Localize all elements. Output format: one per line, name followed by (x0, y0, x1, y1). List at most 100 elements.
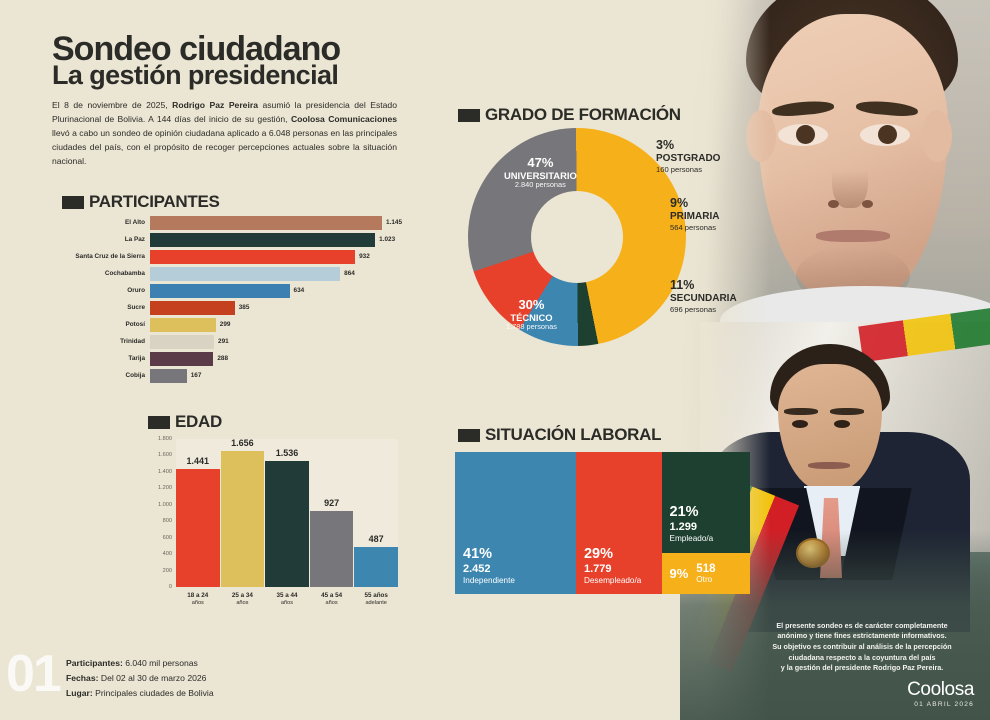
disclaimer-line-1: El presente sondeo es de carácter comple… (776, 620, 948, 630)
edad-y-tick: 1.200 (158, 485, 172, 492)
page-title-line2: La gestión presidencial (52, 60, 339, 90)
participantes-bar-value: 299 (219, 321, 231, 328)
participantes-bar-label: Sucre (127, 304, 145, 311)
donut-outer-label: 11% SECUNDARIA 696 personas (670, 278, 737, 314)
edad-bar-chart: 0 200 400 600 800 1.000 1.200 1.400 1.600 1.800 1… (148, 435, 403, 620)
grado-donut-chart: 47% UNIVERSITARIO 2.840 personas 30% TÉCNICO… (468, 128, 737, 358)
section-title-participantes: PARTICIPANTES (89, 192, 220, 211)
donut-percent: 30% (518, 297, 545, 312)
footer-row-value: 6.040 mil personas (122, 658, 198, 668)
section-header-laboral: SITUACIÓN LABORAL (458, 425, 662, 445)
participantes-bar-value: 167 (190, 372, 202, 379)
participantes-bar-row: Potosí 299 (62, 317, 402, 332)
edad-x-tick: 55 años adelante (364, 592, 388, 606)
edad-y-axis: 0 200 400 600 800 1.000 1.200 1.400 1.600 1.800 (148, 435, 174, 590)
disclaimer-line-3: Su objetivo es contribuir al análisis de… (772, 642, 952, 652)
edad-bar-fill (309, 510, 354, 587)
footer-row-value: Del 02 al 30 de marzo 2026 (98, 672, 207, 683)
donut-category: SECUNDARIA (670, 293, 737, 304)
laboral-segment-label: 41% 2.452 Independiente (463, 546, 515, 586)
footer-row: Lugar: Principales ciudades de Bolivia (66, 686, 214, 701)
participantes-bar-track: 634 (150, 283, 402, 298)
donut-category: PRIMARIA (670, 211, 720, 222)
intro-paragraph: El 8 de noviembre de 2025, Rodrigo Paz P… (52, 99, 397, 169)
donut-category: UNIVERSITARIO (504, 169, 577, 181)
disclaimer-line-2: anónimo y tiene fines estrictamente info… (777, 631, 947, 641)
laboral-value: 1.299 (669, 521, 698, 534)
participantes-bar-value: 634 (293, 287, 305, 294)
edad-x-tick: 35 a 44 años (276, 592, 298, 606)
participantes-bar-row: Tarija 288 (62, 351, 402, 366)
laboral-percent: 21% (669, 504, 699, 521)
section-header-grado: GRADO DE FORMACIÓN (458, 105, 681, 125)
laboral-segment-label: 518 Otro (696, 563, 715, 585)
participantes-bar-row: Santa Cruz de la Sierra 932 (62, 249, 402, 264)
participantes-bar-label: Santa Cruz de la Sierra (75, 253, 145, 260)
edad-x-tick: 18 a 24 años (187, 592, 209, 606)
laboral-segment: 9% 518 Otro (661, 553, 750, 594)
participantes-bar-fill (150, 249, 356, 264)
participantes-bar-fill (150, 266, 341, 281)
donut-percent: 47% (527, 155, 554, 170)
participantes-bar-row: La Paz 1.023 (62, 232, 402, 247)
laboral-segment: 29% 1.779 Desempleado/a (575, 452, 662, 594)
laboral-percent: 29% (583, 546, 613, 563)
laboral-value: 518 (696, 562, 716, 575)
participantes-bar-value: 385 (238, 304, 250, 311)
edad-y-tick: 400 (162, 551, 172, 558)
section-title-grado: GRADO DE FORMACIÓN (485, 105, 681, 124)
participantes-bar-fill (150, 351, 214, 366)
donut-value: 2.840 personas (514, 180, 566, 190)
situacion-laboral-chart: 41% 2.452 Independiente 29% 1.779 Desempleado… (455, 452, 750, 594)
laboral-segment-label: 21% 1.299 Empleado/a (670, 504, 714, 544)
donut-inner-label: 47% UNIVERSITARIO 2.840 personas (504, 155, 577, 190)
donut-value: 160 personas (656, 165, 703, 174)
edad-x-axis: 18 a 24 años 25 a 34 años 35 a 44 años 45 a 54… (176, 592, 398, 607)
footer-row-label: Lugar: (66, 687, 93, 698)
footer-index-number: 01 (6, 645, 62, 703)
donut-category: TÉCNICO (510, 311, 553, 323)
donut-outer-label: 9% PRIMARIA 564 personas (670, 196, 719, 232)
intro-highlight-president: Rodrigo Paz Pereira (172, 100, 258, 110)
participantes-bar-track: 1.023 (150, 232, 402, 247)
edad-y-tick: 1.800 (158, 436, 172, 442)
participantes-bar-fill (150, 334, 215, 349)
edad-bar-fill (220, 450, 265, 587)
edad-y-tick: 1.400 (158, 468, 172, 475)
participantes-bar-value: 1.023 (379, 236, 396, 243)
donut-outer-label: 3% POSTGRADO 160 personas (656, 138, 720, 174)
participantes-bar-label: El Alto (125, 219, 145, 226)
footer-row-label: Participantes: (66, 658, 123, 668)
participantes-bar-track: 864 (150, 266, 402, 281)
section-bullet-icon (458, 428, 480, 442)
donut-inner-label: 30% TÉCNICO 1.788 personas (506, 297, 557, 331)
participantes-bar-value: 932 (359, 253, 370, 260)
section-bullet-icon (458, 108, 480, 122)
participantes-bar-label: Cobija (125, 372, 145, 379)
section-header-edad: EDAD (148, 412, 222, 432)
edad-y-tick: 200 (162, 567, 172, 574)
participantes-bar-track: 291 (150, 334, 402, 349)
participantes-bar-value: 291 (218, 338, 229, 345)
donut-category: POSTGRADO (656, 153, 721, 164)
footer-row-label: Fechas: (66, 672, 99, 683)
participantes-bar-track: 167 (150, 368, 402, 383)
participantes-bar-fill (150, 283, 290, 298)
participantes-bar-label: Trinidad (120, 338, 145, 345)
section-bullet-icon (62, 195, 84, 209)
laboral-value: 2.452 (463, 563, 491, 576)
participantes-bar-fill (150, 300, 235, 315)
participantes-bar-track: 385 (150, 300, 402, 315)
brand-block: Coolosa 01 ABRIL 2026 (907, 680, 974, 708)
edad-bar-value: 1.441 (186, 455, 210, 466)
section-title-edad: EDAD (175, 412, 222, 431)
participantes-bar-value: 864 (344, 270, 355, 277)
footer-row: Participantes: 6.040 mil personas (66, 656, 214, 671)
participantes-bar-track: 1.145 (150, 215, 402, 230)
disclaimer-line-4: ciudadana respecto a la coyuntura del pa… (788, 652, 936, 662)
participantes-bar-label: La Paz (124, 236, 145, 243)
edad-y-tick: 1.600 (158, 452, 172, 459)
disclaimer-president-name: Rodrigo Paz Pereira (872, 663, 942, 673)
edad-bar-value: 487 (368, 533, 384, 544)
